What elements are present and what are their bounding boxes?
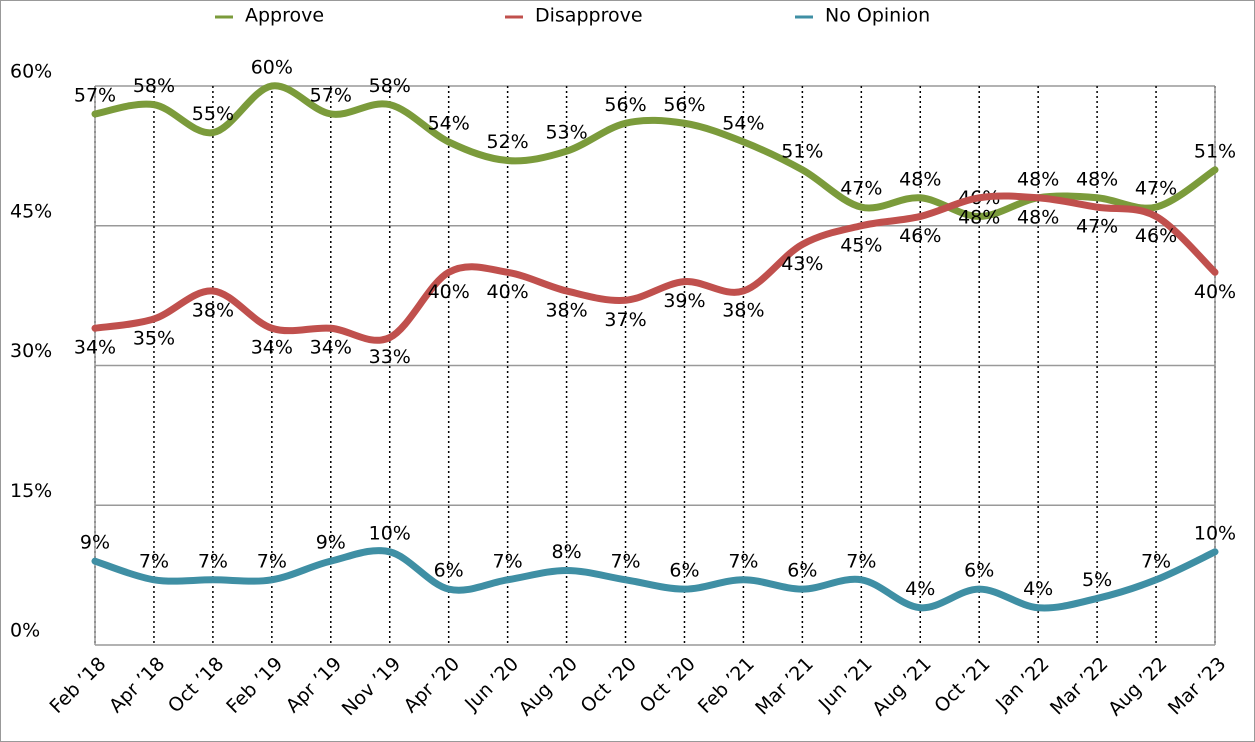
data-label: 7% bbox=[139, 550, 169, 572]
data-label: 51% bbox=[1194, 140, 1236, 162]
data-label: 6% bbox=[787, 560, 817, 582]
data-label: 48% bbox=[958, 206, 1000, 228]
series-line bbox=[91, 82, 1219, 220]
data-label: 47% bbox=[1076, 216, 1118, 238]
y-tick-label: 15% bbox=[10, 480, 52, 502]
data-label: 4% bbox=[905, 578, 935, 600]
data-label: 46% bbox=[1135, 225, 1177, 247]
y-tick-label: 45% bbox=[10, 200, 52, 222]
data-label: 48% bbox=[899, 168, 941, 190]
data-label: 53% bbox=[545, 122, 587, 144]
data-label: 39% bbox=[663, 290, 705, 312]
data-label: 7% bbox=[728, 550, 758, 572]
data-label: 10% bbox=[1194, 522, 1236, 544]
series-line bbox=[91, 547, 1219, 612]
data-label: 7% bbox=[198, 550, 228, 572]
data-label: 56% bbox=[604, 94, 646, 116]
data-label: 9% bbox=[80, 532, 110, 554]
data-label: 54% bbox=[428, 112, 470, 134]
data-label: 7% bbox=[493, 550, 523, 572]
data-label: 40% bbox=[487, 281, 529, 303]
data-label: 37% bbox=[604, 309, 646, 331]
data-label: 6% bbox=[434, 560, 464, 582]
data-label: 52% bbox=[487, 131, 529, 153]
y-tick-label: 30% bbox=[10, 340, 52, 362]
data-label: 60% bbox=[251, 57, 293, 79]
data-label: 34% bbox=[251, 337, 293, 359]
data-label: 45% bbox=[840, 234, 882, 256]
data-label: 51% bbox=[781, 140, 823, 162]
data-label: 54% bbox=[722, 112, 764, 134]
legend-label: Disapprove bbox=[535, 5, 643, 27]
data-label: 7% bbox=[610, 550, 640, 572]
data-label: 56% bbox=[663, 94, 705, 116]
data-label: 43% bbox=[781, 253, 823, 275]
data-label: 48% bbox=[1076, 168, 1118, 190]
data-label: 33% bbox=[369, 346, 411, 368]
data-label: 47% bbox=[840, 178, 882, 200]
data-label: 6% bbox=[669, 560, 699, 582]
data-label: 8% bbox=[552, 541, 582, 563]
data-label: 55% bbox=[192, 103, 234, 125]
data-label: 7% bbox=[1141, 550, 1171, 572]
data-label: 58% bbox=[369, 75, 411, 97]
data-label: 38% bbox=[192, 299, 234, 321]
legend-label: No Opinion bbox=[825, 5, 930, 27]
data-label: 7% bbox=[257, 550, 287, 572]
data-label: 35% bbox=[133, 327, 175, 349]
legend-label: Approve bbox=[245, 5, 324, 27]
data-label: 38% bbox=[545, 299, 587, 321]
data-label: 46% bbox=[899, 225, 941, 247]
data-label: 9% bbox=[316, 532, 346, 554]
data-label: 47% bbox=[1135, 178, 1177, 200]
data-label: 48% bbox=[1017, 206, 1059, 228]
data-label: 5% bbox=[1082, 569, 1112, 591]
data-label: 34% bbox=[74, 337, 116, 359]
data-label: 57% bbox=[310, 84, 352, 106]
data-label: 10% bbox=[369, 522, 411, 544]
data-label: 38% bbox=[722, 299, 764, 321]
data-label: 40% bbox=[1194, 281, 1236, 303]
data-label: 40% bbox=[428, 281, 470, 303]
data-label: 4% bbox=[1023, 578, 1053, 600]
series-line bbox=[91, 192, 1219, 344]
data-label: 58% bbox=[133, 75, 175, 97]
y-tick-label: 0% bbox=[10, 620, 40, 642]
y-tick-label: 60% bbox=[10, 61, 52, 83]
data-label: 48% bbox=[1017, 168, 1059, 190]
data-label: 34% bbox=[310, 337, 352, 359]
data-label: 7% bbox=[846, 550, 876, 572]
data-label: 57% bbox=[74, 84, 116, 106]
data-label: 6% bbox=[964, 560, 994, 582]
